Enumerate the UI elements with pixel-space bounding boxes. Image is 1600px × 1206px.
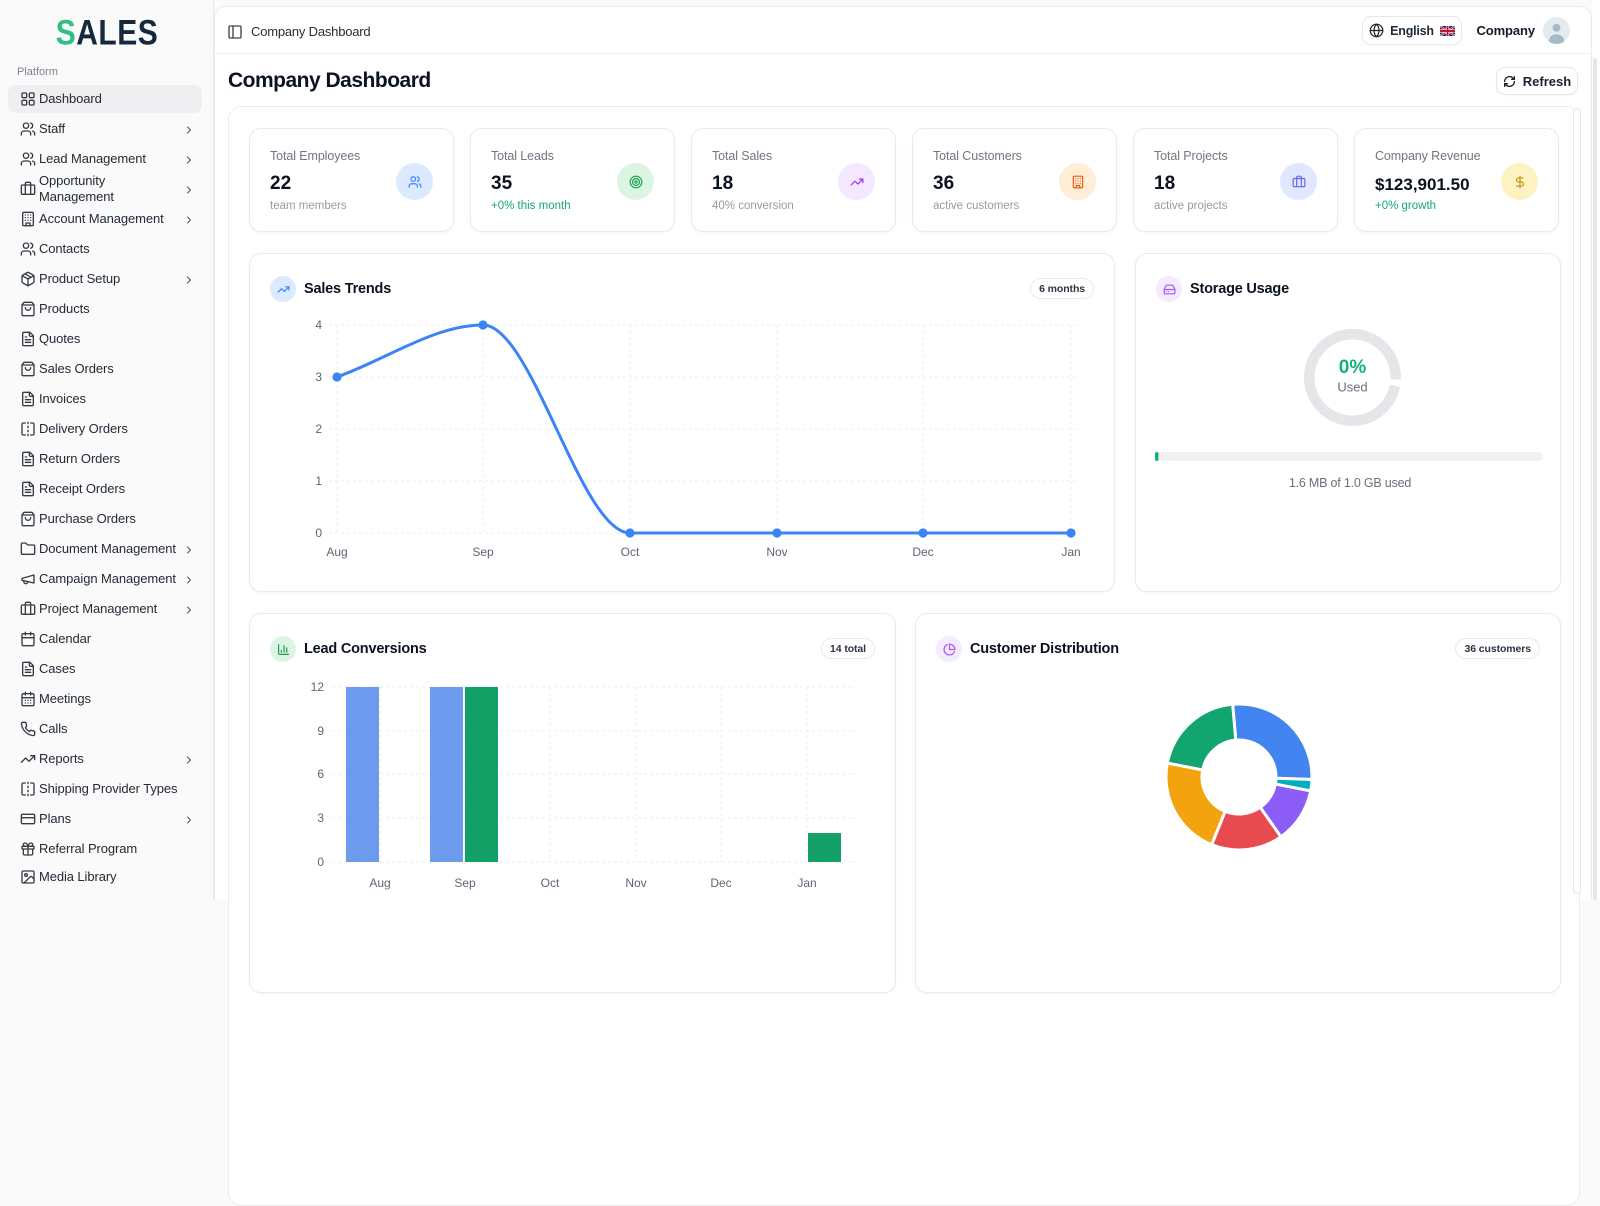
svg-text:1: 1: [315, 474, 322, 488]
svg-text:1.6 MB of 1.0 GB used: 1.6 MB of 1.0 GB used: [1289, 476, 1412, 490]
svg-text:4: 4: [315, 318, 322, 332]
svg-text:Dec: Dec: [912, 545, 933, 559]
svg-text:Jan: Jan: [797, 876, 816, 890]
svg-text:Oct: Oct: [541, 876, 560, 890]
svg-text:Oct: Oct: [621, 545, 640, 559]
svg-text:3: 3: [315, 370, 322, 384]
svg-text:9: 9: [317, 724, 324, 738]
svg-text:Used: Used: [1337, 380, 1367, 395]
svg-text:Dec: Dec: [710, 876, 731, 890]
svg-text:6: 6: [317, 767, 324, 781]
svg-text:Nov: Nov: [625, 876, 646, 890]
svg-text:3: 3: [317, 811, 324, 825]
svg-text:Nov: Nov: [766, 545, 787, 559]
svg-text:Aug: Aug: [326, 545, 347, 559]
svg-text:Jan: Jan: [1061, 545, 1080, 559]
svg-text:2: 2: [315, 422, 322, 436]
svg-text:Sep: Sep: [472, 545, 494, 559]
svg-text:0: 0: [315, 526, 322, 540]
svg-text:Aug: Aug: [369, 876, 390, 890]
svg-text:12: 12: [311, 680, 325, 694]
svg-text:0: 0: [317, 855, 324, 869]
svg-text:0%: 0%: [1339, 357, 1367, 378]
svg-text:Sep: Sep: [454, 876, 476, 890]
